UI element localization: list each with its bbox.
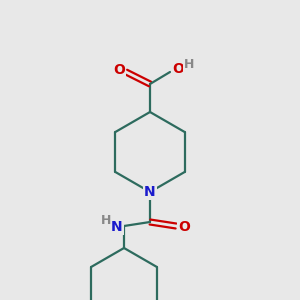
Text: H: H: [184, 58, 194, 70]
Text: H: H: [101, 214, 111, 227]
Text: O: O: [113, 63, 125, 77]
Text: N: N: [144, 185, 156, 199]
Text: O: O: [178, 220, 190, 234]
Text: N: N: [111, 220, 123, 234]
Text: O: O: [172, 62, 184, 76]
